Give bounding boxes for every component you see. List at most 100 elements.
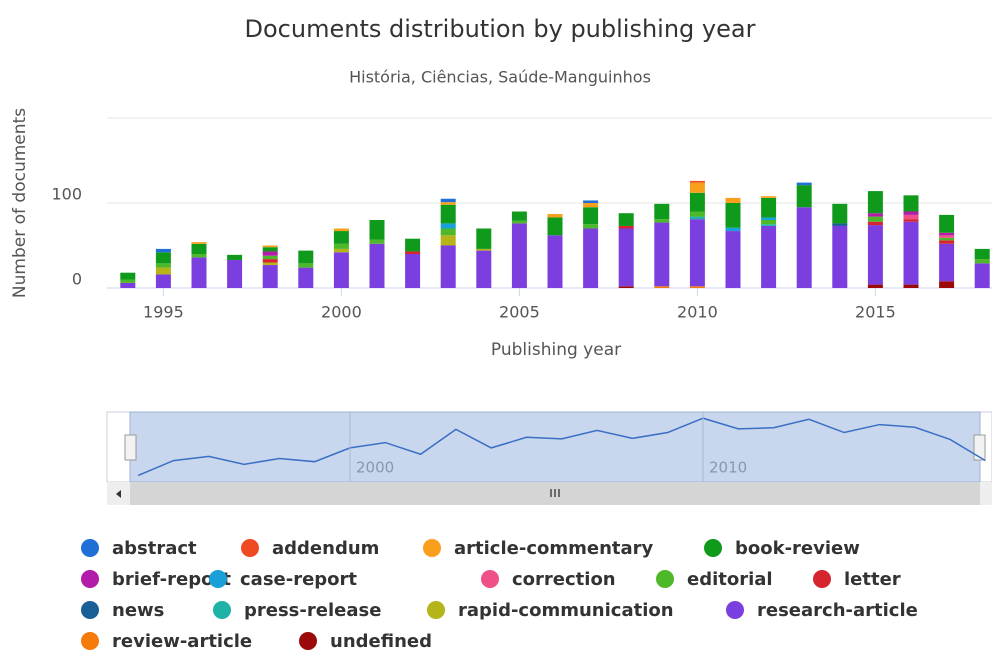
bar-segment xyxy=(120,272,136,280)
bar-segment xyxy=(369,239,385,244)
bar-segment xyxy=(618,225,634,229)
legend-label: letter xyxy=(844,569,901,590)
legend-item[interactable]: book-review xyxy=(704,538,860,559)
bar-segment xyxy=(761,220,777,225)
navigator-tick-label: 2000 xyxy=(356,459,394,477)
legend-label: research-article xyxy=(757,600,918,621)
legend-label: news xyxy=(112,600,164,621)
legend-item[interactable]: correction xyxy=(481,569,616,590)
bar-segment xyxy=(654,219,670,223)
bar-segment xyxy=(832,203,848,224)
bar-segment xyxy=(511,223,527,288)
x-tick-label: 2000 xyxy=(321,303,362,322)
bar-segment xyxy=(333,243,349,249)
legend-label: editorial xyxy=(687,569,773,590)
bar-segment xyxy=(333,231,349,244)
bar-segment xyxy=(262,255,278,260)
y-tick-label: 0 xyxy=(72,270,82,289)
handle-right[interactable] xyxy=(973,434,986,461)
legend-label: addendum xyxy=(272,538,379,559)
x-tick-label: 2010 xyxy=(677,303,718,322)
legend-symbol xyxy=(241,539,259,557)
legend-label: press-release xyxy=(244,600,381,621)
bar-segment xyxy=(155,263,171,268)
bar-segment xyxy=(583,203,599,208)
bar-segment xyxy=(440,245,456,288)
legend-item[interactable]: editorial xyxy=(656,569,773,590)
legend-label: brief-report xyxy=(112,569,231,590)
bar-segment xyxy=(725,197,741,203)
legend-label: book-review xyxy=(735,538,860,559)
bar-segment xyxy=(761,196,777,198)
bar-segment xyxy=(476,248,492,251)
chart-title: Documents distribution by publishing yea… xyxy=(245,15,756,43)
bar-segment xyxy=(583,224,599,229)
navigator-mask xyxy=(129,411,981,483)
bar-segment xyxy=(939,243,955,282)
bar-segment xyxy=(191,257,207,288)
legend-symbol xyxy=(81,601,99,619)
bar-segment xyxy=(939,281,955,288)
legend-label: article-commentary xyxy=(454,538,654,559)
bar-segment xyxy=(155,248,171,253)
bar-segment xyxy=(903,284,919,288)
bar-segment xyxy=(440,223,456,229)
legend-symbol xyxy=(209,570,227,588)
handle-left[interactable] xyxy=(124,434,137,461)
legend-item[interactable]: letter xyxy=(813,569,901,590)
bar-segment xyxy=(298,250,314,264)
bar-segment xyxy=(761,224,777,226)
legend-label: undefined xyxy=(330,631,432,650)
legend-symbol xyxy=(423,539,441,557)
x-tick-label: 2015 xyxy=(855,303,896,322)
bar-segment xyxy=(939,214,955,233)
bar-segment xyxy=(618,213,634,226)
legend-item[interactable]: review-article xyxy=(81,631,252,650)
bar-segment xyxy=(725,231,741,288)
legend-symbol xyxy=(213,601,231,619)
bar-segment xyxy=(369,220,385,240)
x-tick-label: 1995 xyxy=(143,303,184,322)
legend-symbol xyxy=(704,539,722,557)
bar-segment xyxy=(155,274,171,288)
legend-symbol xyxy=(427,601,445,619)
bar-segment xyxy=(476,228,492,249)
legend-item[interactable]: research-article xyxy=(726,600,918,621)
bar-segment xyxy=(689,219,705,287)
x-axis-label: Publishing year xyxy=(491,340,621,360)
bar-segment xyxy=(725,203,741,228)
legend-item[interactable]: addendum xyxy=(241,538,379,559)
bar-segment xyxy=(761,217,777,220)
legend-item[interactable]: abstract xyxy=(81,538,197,559)
bar-segment xyxy=(974,259,990,264)
bar-segment xyxy=(903,221,919,285)
chart-subtitle: História, Ciências, Saúde-Manguinhos xyxy=(349,68,651,87)
bar-segment xyxy=(227,259,243,288)
navigator-line xyxy=(137,417,986,477)
legend-item[interactable]: news xyxy=(81,600,164,621)
bar-segment xyxy=(618,228,634,287)
bar-segment xyxy=(262,259,278,263)
bar-segment xyxy=(939,232,955,236)
bar-segment xyxy=(689,286,705,288)
bar-segment xyxy=(155,267,171,275)
legend-symbol xyxy=(656,570,674,588)
legend-item[interactable]: article-commentary xyxy=(423,538,654,559)
scroll-left-arrow[interactable] xyxy=(116,490,121,498)
bar-segment xyxy=(191,242,207,244)
bar-segment xyxy=(511,211,527,221)
bar-segment xyxy=(120,282,136,288)
bar-segment xyxy=(867,191,883,214)
legend-item[interactable]: undefined xyxy=(299,631,432,650)
legend-item[interactable]: case-report xyxy=(209,569,357,590)
legend-label: abstract xyxy=(112,538,197,559)
navigator-handles[interactable] xyxy=(124,434,986,461)
legend-item[interactable]: press-release xyxy=(213,600,381,621)
bar-segment xyxy=(867,284,883,288)
bar-segment xyxy=(155,252,171,264)
legend-item[interactable]: rapid-communication xyxy=(427,600,674,621)
legend-item[interactable]: brief-report xyxy=(81,569,231,590)
bar-segment xyxy=(832,225,848,288)
bar-segment xyxy=(333,252,349,288)
bar-segment xyxy=(262,251,278,256)
